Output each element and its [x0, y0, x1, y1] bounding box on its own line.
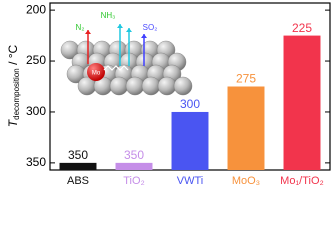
zigzag [103, 65, 129, 71]
chart: Mo N₂ NH₃ HSO₄ SO₂ Tdecomposition / °C 200 25… [6, 2, 331, 187]
bar [171, 111, 209, 170]
bar [283, 35, 321, 171]
surface-atom [173, 76, 193, 96]
surface-atom [109, 76, 129, 96]
inset-label: N₂ [76, 23, 85, 32]
y-axis-label: Tdecomposition / °C [6, 44, 21, 127]
y-tick-label: 250 [26, 53, 46, 67]
x-tick-label: ABS [67, 175, 89, 187]
x-tick-label: Mo₁/TiO₂ [280, 175, 324, 187]
arrow-head [117, 24, 123, 28]
y-tick-label: 300 [26, 104, 46, 118]
arrow-head [126, 28, 132, 32]
y-unit: / °C [6, 44, 20, 68]
inset-illustration: Mo N₂ NH₃ HSO₄ SO₂ [60, 11, 193, 96]
x-tick-label: TiO₂ [123, 175, 145, 187]
bar [227, 86, 265, 170]
arrow-head [141, 34, 147, 38]
bar [115, 162, 153, 170]
x-tick-label: VWTi [177, 175, 203, 187]
surface-atom [141, 76, 161, 96]
surface-atom [157, 76, 177, 96]
y-tick-label: 350 [26, 155, 46, 169]
bar [59, 162, 97, 170]
inset-label: NH₃ [101, 11, 116, 20]
value-label: 350 [68, 148, 88, 162]
x-tick-label: MoO₃ [232, 175, 260, 187]
arrow-head [85, 30, 91, 34]
inset-label: Mo [92, 71, 101, 77]
inset-label: HSO₄ [118, 11, 139, 20]
surface-atom [125, 76, 145, 96]
y-tick-label: 200 [26, 2, 46, 16]
value-label: 350 [124, 148, 144, 162]
value-label: 225 [292, 21, 312, 35]
y-subscript: decomposition [12, 68, 21, 120]
value-label: 300 [180, 97, 200, 111]
value-label: 275 [236, 72, 256, 86]
mo-atom [87, 63, 105, 81]
inset-label: SO₂ [143, 23, 158, 32]
y-symbol: T [6, 118, 20, 127]
